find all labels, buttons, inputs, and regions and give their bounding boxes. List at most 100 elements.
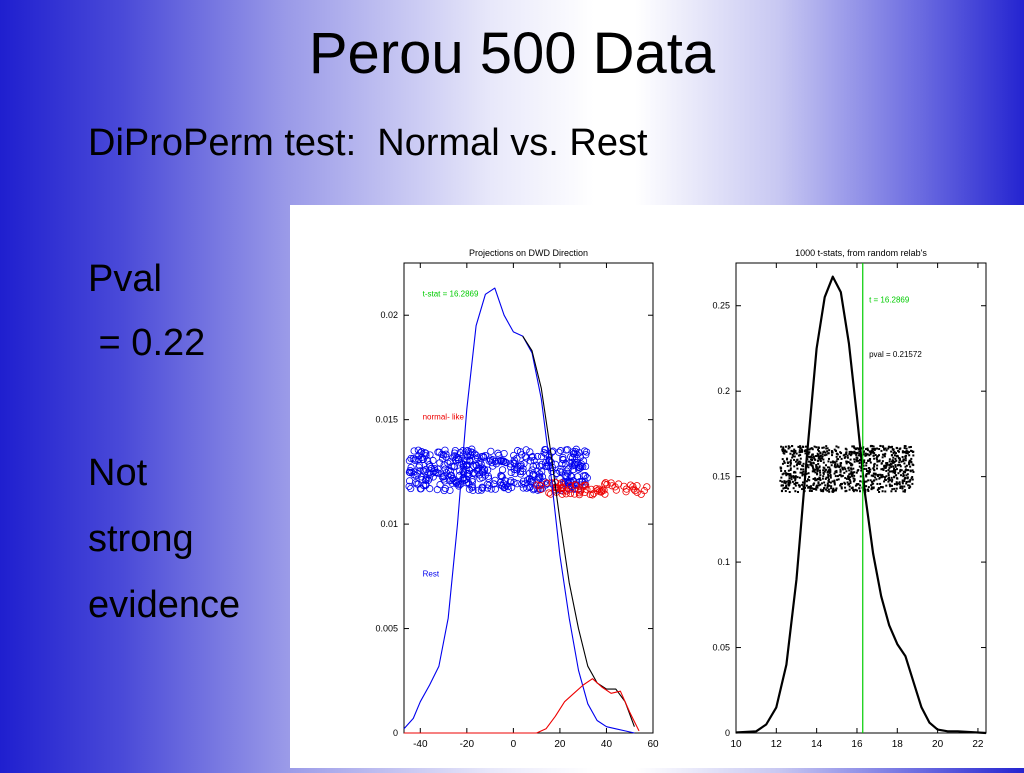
chart1-series-line-3 (404, 678, 640, 734)
chart2-scatter-point (904, 457, 907, 460)
chart2-scatter-point (805, 480, 808, 483)
chart2-scatter-point (839, 451, 842, 454)
chart2-scatter-point (883, 478, 886, 481)
chart2-scatter-point (830, 464, 833, 467)
chart2-scatter-point (822, 472, 825, 475)
chart2-scatter-point (864, 448, 867, 451)
chart2-scatter-point (859, 484, 862, 487)
chart2-scatter-point (793, 482, 796, 485)
chart2-scatter-point (900, 469, 903, 472)
chart1-scatter-point (463, 451, 471, 459)
chart2-scatter-point (819, 483, 822, 486)
chart2-scatter-point (894, 457, 897, 460)
chart2-scatter-point (807, 472, 810, 475)
chart2-scatter-point (782, 487, 785, 490)
chart2-scatter-point (794, 477, 797, 480)
chart2-scatter-point (884, 466, 887, 469)
chart2-scatter-point (879, 445, 882, 448)
chart2-scatter-point (865, 473, 868, 476)
chart2-scatter-point (850, 453, 853, 456)
chart2-scatter-point (819, 454, 822, 457)
chart2-scatter-point (824, 484, 827, 487)
chart2-scatter-point (814, 477, 817, 480)
chart2-scatter-point (845, 460, 848, 463)
chart2-scatter-point (885, 462, 888, 465)
chart1-scatter-point (487, 447, 495, 455)
chart1-scatter-point (450, 463, 458, 471)
chart2-scatter-point (812, 468, 815, 471)
chart2-scatter-point (826, 484, 829, 487)
chart2-scatter-point (901, 479, 904, 482)
chart2-scatter-point (812, 484, 815, 487)
chart1-scatter-point (581, 447, 589, 455)
chart2-scatter-point (784, 470, 787, 473)
chart2-scatter-point (894, 468, 897, 471)
chart2-scatter-point (909, 465, 912, 468)
chart2-scatter-point (803, 450, 806, 453)
chart1-scatter-point (405, 482, 413, 490)
chart2-scatter-point (893, 470, 896, 473)
chart2-scatter-point (802, 468, 805, 471)
chart2-series-line-1 (735, 275, 987, 735)
chart2-xtick-label: 12 (771, 739, 783, 750)
chart1-scatter-point (434, 448, 442, 456)
chart2-scatter-point (890, 465, 893, 468)
chart2-title: 1000 t-stats, from random relab's (795, 248, 927, 258)
chart2-scatter-point (782, 484, 785, 487)
chart2-scatter-point (895, 455, 898, 458)
chart2-scatter-point (841, 468, 844, 471)
chart2-scatter-point (811, 456, 814, 459)
chart2-ytick-label: 0.05 (712, 643, 730, 653)
slide-subtitle: DiProPerm test: Normal vs. Rest (88, 122, 648, 164)
chart2-scatter-point (854, 447, 857, 450)
chart2-scatter-point (797, 462, 800, 465)
chart2-scatter-point (807, 452, 810, 455)
chart1-scatter-point (548, 467, 556, 475)
chart1-ytick-label: 0.015 (375, 415, 398, 425)
chart2-scatter-point (813, 457, 816, 460)
chart2-scatter-point (869, 453, 872, 456)
chart2-scatter-point (847, 475, 850, 478)
chart2-scatter-point (828, 480, 831, 483)
chart2-scatter-point (827, 476, 830, 479)
chart2-scatter-point (816, 470, 819, 473)
chart1-ytick-label: 0.02 (380, 310, 398, 320)
chart2-scatter-point (883, 465, 886, 468)
chart2-scatter-point (792, 455, 795, 458)
chart2-scatter-point (822, 461, 825, 464)
chart2-scatter-point (866, 448, 869, 451)
chart2-scatter-point (912, 450, 915, 453)
chart2-scatter-point (825, 476, 828, 479)
bullet-not: Not (88, 452, 148, 494)
chart2-scatter-point (909, 445, 912, 448)
chart1-scatter-point (504, 485, 512, 493)
chart2-scatter-point (799, 451, 802, 454)
chart2-scatter-point (908, 451, 911, 454)
chart2-scatter-point (899, 447, 902, 450)
chart2-scatter-point (853, 458, 856, 461)
chart1-scatter-point (483, 480, 491, 489)
chart2-scatter-point (902, 459, 905, 462)
chart1-scatter-point (422, 476, 430, 484)
chart2-scatter-point (789, 467, 792, 470)
chart2-scatter-point (857, 454, 860, 457)
chart2-scatter-point (858, 453, 861, 456)
chart2-scatter-point (830, 450, 833, 453)
chart2-scatter-point (887, 474, 890, 477)
chart2-scatter-point (852, 445, 855, 448)
chart1-scatter-point (484, 466, 492, 474)
chart1-scatter-point (528, 453, 536, 461)
chart2-scatter-point (910, 457, 913, 460)
chart2-scatter-point (902, 490, 905, 493)
chart2-scatter-point (835, 452, 838, 455)
chart2-scatter-point (797, 454, 800, 457)
chart2-scatter-point (850, 467, 853, 470)
chart2-scatter-point (794, 484, 797, 487)
chart2-scatter-point (816, 452, 819, 455)
chart1-scatter-point (556, 447, 565, 455)
chart2-scatter-point (901, 451, 904, 454)
chart2-scatter-point (780, 467, 783, 470)
chart1-scatter-point (572, 481, 580, 489)
chart1-scatter-point (573, 458, 581, 466)
chart1-scatter-point (567, 453, 575, 461)
